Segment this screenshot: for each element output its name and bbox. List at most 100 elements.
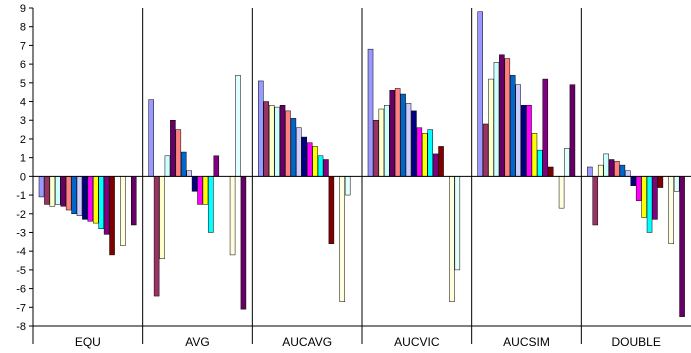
bar-aucvic-12: [427, 129, 433, 177]
bar-equ-4: [55, 176, 61, 205]
y-tick-label: 8: [20, 22, 26, 34]
bar-aucsim-13: [542, 78, 549, 177]
bar-aucsim-7: [509, 75, 516, 177]
bar-avg-10: [197, 176, 203, 205]
y-tick-label: -1: [16, 190, 26, 202]
bar-aucvic-11: [422, 133, 428, 177]
bar-double-1: [587, 166, 593, 177]
bar-aucvic-6: [394, 88, 401, 177]
bar-equ-10: [87, 176, 94, 222]
bar-equ-3: [49, 176, 56, 207]
bar-avg-18: [240, 176, 247, 310]
bar-equ-16: [120, 176, 126, 246]
y-tick-label: -6: [16, 284, 26, 296]
bar-equ-11: [93, 176, 99, 224]
bar-equ-9: [82, 176, 88, 220]
bar-avg-12: [208, 176, 214, 233]
bar-double-18: [679, 176, 685, 317]
bar-aucavg-17: [344, 176, 351, 196]
y-tick-label: 2: [20, 134, 26, 146]
bar-aucavg-2: [263, 101, 270, 177]
bar-aucvic-4: [384, 105, 390, 177]
bar-aucavg-13: [323, 159, 329, 177]
bar-aucvic-9: [411, 110, 417, 177]
bar-avg-3: [159, 176, 165, 259]
bar-avg-17: [235, 75, 241, 177]
bar-double-14: [657, 176, 664, 188]
y-tick-label: -7: [16, 302, 26, 314]
bar-double-7: [619, 164, 626, 177]
bar-aucvic-10: [416, 127, 423, 177]
bar-aucvic-13: [432, 153, 439, 177]
bar-avg-1: [148, 99, 154, 177]
bar-avg-13: [213, 155, 220, 177]
bar-avg-9: [191, 176, 198, 192]
bar-aucavg-1: [258, 80, 264, 177]
category-labels-layer: EQU AVG AUCAVG AUCVIC AUCSIM DOUBLE: [75, 335, 661, 349]
bar-aucvic-17: [454, 176, 461, 271]
bar-double-13: [652, 176, 658, 220]
bar-double-4: [603, 153, 609, 177]
bar-aucsim-5: [499, 54, 505, 177]
bar-equ-8: [76, 176, 83, 216]
bar-avg-5: [170, 119, 176, 177]
category-label-equ: EQU: [75, 335, 101, 349]
bar-aucvic-8: [405, 103, 412, 177]
axes-layer: [32, 8, 691, 344]
bar-equ-7: [71, 176, 77, 215]
bar-aucsim-14: [547, 166, 554, 177]
bar-double-11: [641, 176, 647, 218]
bar-equ-12: [98, 176, 104, 229]
bar-aucvic-7: [400, 93, 406, 177]
bar-avg-16: [229, 176, 236, 256]
bar-aucavg-4: [274, 106, 280, 177]
bar-aucsim-12: [537, 149, 543, 177]
bar-avg-7: [180, 151, 187, 177]
bar-aucsim-9: [520, 105, 527, 177]
bar-avg-11: [202, 176, 209, 205]
category-label-aucsim: AUCSIM: [503, 335, 550, 349]
y-tick-label: 6: [20, 59, 26, 71]
bar-aucavg-14: [328, 176, 335, 244]
bar-double-3: [597, 164, 604, 177]
bar-equ-14: [109, 176, 115, 256]
y-tick-label: -2: [16, 209, 26, 221]
bar-aucsim-16: [558, 176, 565, 209]
y-tick-label: -3: [16, 227, 26, 239]
bar-aucsim-3: [488, 78, 494, 177]
bar-double-8: [625, 170, 631, 177]
bar-aucsim-18: [569, 84, 576, 177]
bar-aucavg-3: [268, 105, 275, 177]
bar-double-16: [668, 176, 674, 244]
bar-aucavg-11: [312, 146, 318, 177]
y-tick-label: 3: [20, 115, 26, 127]
bar-aucvic-16: [449, 176, 455, 302]
bar-aucavg-8: [296, 127, 302, 177]
bar-double-6: [614, 161, 620, 177]
bar-aucvic-5: [389, 90, 395, 177]
bar-double-2: [592, 176, 599, 226]
y-tick-label: 7: [20, 40, 26, 52]
bar-aucvic-2: [373, 119, 379, 177]
bar-aucavg-6: [285, 110, 291, 177]
bar-aucsim-2: [482, 123, 489, 177]
y-tick-label: 1: [20, 153, 26, 165]
bar-aucavg-5: [279, 105, 286, 177]
bar-avg-4: [164, 155, 171, 177]
category-label-aucvic: AUCVIC: [394, 335, 440, 349]
bar-aucsim-4: [493, 62, 500, 177]
y-tick-label: 9: [20, 3, 26, 15]
bar-aucsim-11: [531, 133, 538, 177]
bar-aucsim-1: [477, 11, 483, 177]
y-tick-label: -4: [16, 246, 26, 258]
bar-equ-6: [65, 176, 72, 211]
bar-aucsim-10: [526, 105, 532, 177]
bar-aucvic-1: [367, 48, 374, 177]
bar-double-10: [635, 176, 642, 201]
bar-avg-2: [153, 176, 160, 297]
bar-aucavg-16: [339, 176, 346, 302]
bar-aucavg-7: [290, 118, 297, 177]
bar-aucsim-17: [564, 148, 570, 177]
bar-equ-5: [60, 176, 66, 207]
bar-double-9: [630, 176, 637, 186]
